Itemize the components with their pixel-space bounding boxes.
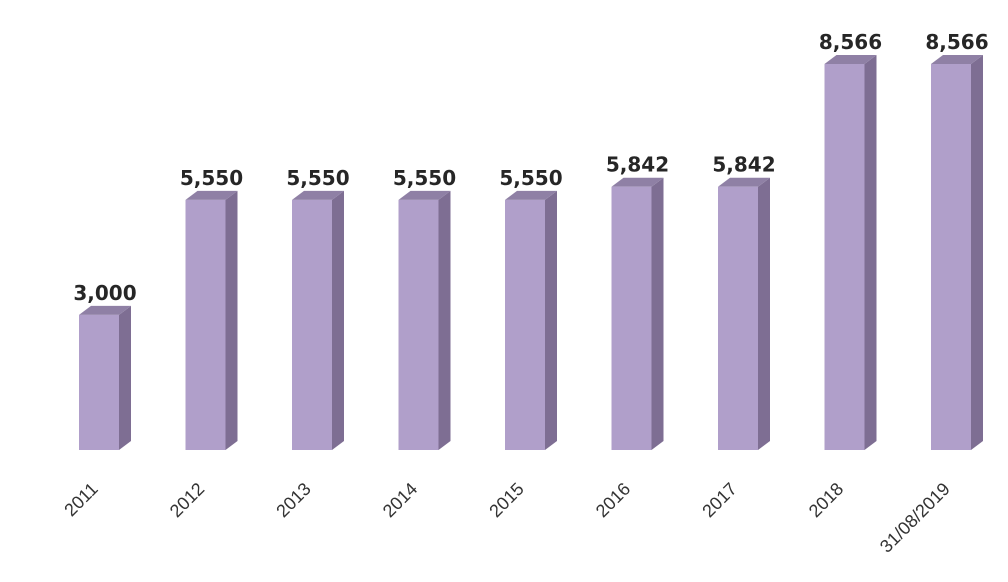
bar-side-3 [438, 190, 451, 450]
value-label-4: 5,550 [499, 166, 562, 190]
x-tick-label-6: 2017 [698, 479, 740, 521]
bar-side-6 [758, 177, 770, 450]
bar-group-2 [292, 190, 344, 450]
x-tick-label-7: 2018 [805, 479, 847, 521]
bar-group-6 [718, 177, 770, 450]
bar-group-5 [611, 177, 664, 450]
value-label-8: 8,566 [925, 30, 988, 54]
bar-top-4 [505, 190, 557, 200]
bar-side-7 [864, 55, 877, 450]
value-label-0: 3,000 [73, 281, 136, 305]
bar-group-7 [824, 55, 877, 450]
bar-7 [824, 64, 865, 450]
x-tick-label-5: 2016 [592, 479, 634, 521]
x-tick-label-3: 2014 [379, 479, 421, 521]
value-label-7: 8,566 [819, 30, 882, 54]
bar-4 [505, 199, 545, 450]
bar-side-4 [545, 190, 557, 450]
bar-group-8 [931, 55, 983, 450]
x-tick-label-4: 2015 [485, 479, 527, 521]
bar-group-3 [398, 190, 451, 450]
bar-3 [398, 199, 439, 450]
bar-1 [185, 199, 226, 450]
x-tick-label-2: 2013 [272, 479, 314, 521]
bar-group-1 [185, 190, 238, 450]
value-label-3: 5,550 [393, 166, 456, 190]
x-tick-label-0: 2011 [60, 479, 102, 521]
bar-side-0 [119, 305, 131, 450]
bar-6 [718, 186, 758, 450]
bar-5 [611, 186, 652, 450]
bar-top-8 [931, 55, 983, 64]
bar-top-2 [292, 190, 344, 200]
x-tick-label-1: 2012 [166, 479, 208, 521]
bar-top-5 [611, 177, 664, 187]
bar-top-7 [824, 55, 877, 64]
x-tick-label-8: 31/08/2019 [876, 479, 954, 557]
bar-group-4 [505, 190, 557, 450]
bar-top-6 [718, 177, 770, 187]
bar-side-1 [225, 190, 238, 450]
bar-side-5 [651, 177, 664, 450]
bar-2 [292, 199, 332, 450]
value-label-6: 5,842 [712, 153, 775, 177]
value-label-1: 5,550 [180, 166, 243, 190]
bar-side-8 [971, 55, 983, 450]
value-label-2: 5,550 [286, 166, 349, 190]
bar-side-2 [332, 190, 344, 450]
bar-group-0 [79, 305, 131, 450]
bar-top-3 [398, 190, 451, 200]
bar-0 [79, 314, 119, 450]
bar-top-1 [185, 190, 238, 200]
bar-8 [931, 64, 971, 450]
value-label-5: 5,842 [606, 153, 669, 177]
bar-top-0 [79, 305, 131, 315]
